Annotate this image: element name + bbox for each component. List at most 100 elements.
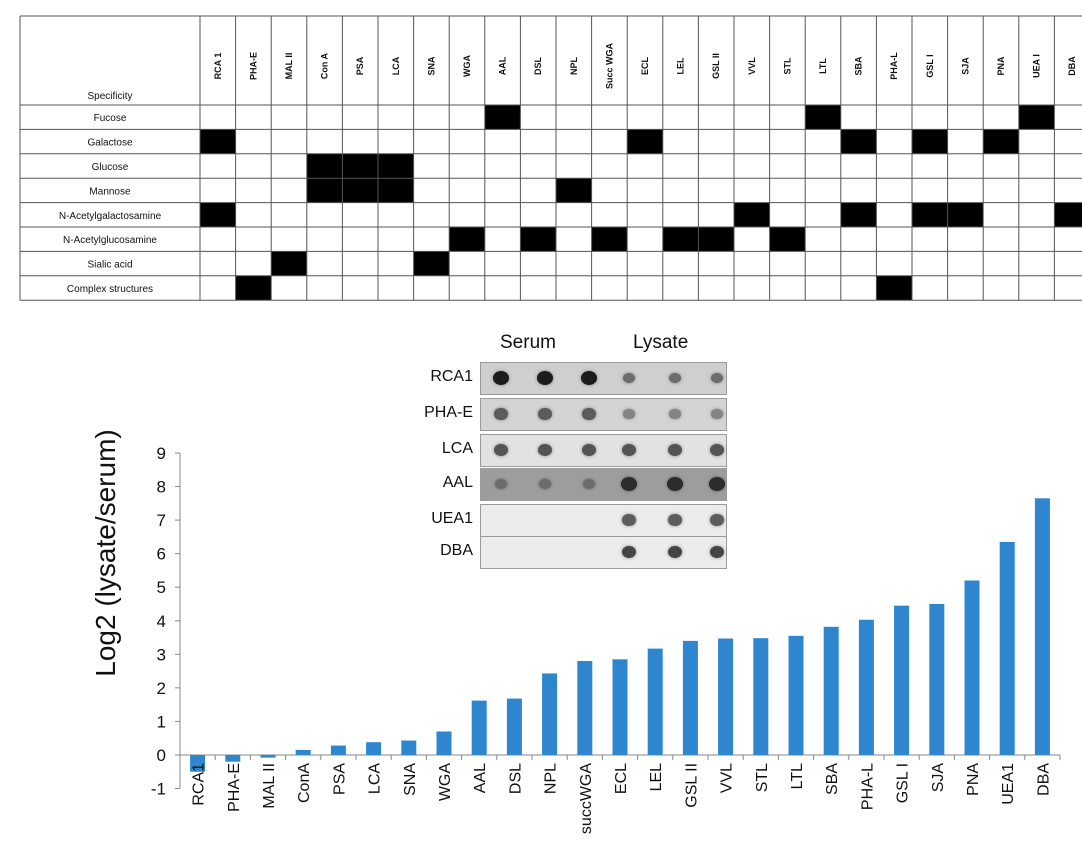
lectin-blot-inset: Serum Lysate RCA1 PHA-E LCA AAL UEA1 DBA (395, 328, 740, 569)
blot-dot (710, 372, 724, 384)
blot-dot (622, 372, 636, 384)
blot-row-label: AAL (442, 474, 473, 491)
blot-dot (667, 477, 683, 491)
specificity-row-label: N-Acetylglucosamine (63, 235, 157, 246)
blot-strip (480, 434, 727, 467)
lectin-column-header: NPL (569, 56, 579, 75)
x-category-label: SNA (402, 763, 419, 796)
blot-dot (667, 545, 683, 559)
specificity-row-label: Galactose (87, 138, 132, 149)
blot-dot (710, 514, 724, 526)
lectin-column-header: LTL (818, 58, 828, 74)
specificity-cell-filled (805, 105, 841, 130)
bar (471, 700, 487, 755)
x-category-label: DSL (507, 763, 524, 794)
x-category-label: succWGA (578, 763, 595, 834)
bar (577, 661, 593, 755)
specificity-row-label: Complex structures (67, 284, 153, 295)
x-category-label: AAL (472, 763, 489, 793)
bar (260, 754, 276, 758)
bar (823, 626, 839, 755)
lectin-column-header: PHA-L (889, 52, 899, 80)
blot-dot (669, 409, 681, 419)
serum-header: Serum (500, 332, 556, 353)
x-category-label: UEA1 (1000, 763, 1017, 805)
blot-row-label: DBA (440, 542, 473, 559)
lectin-column-header: GSL I (925, 54, 935, 77)
lectin-column-header: SBA (854, 56, 864, 76)
lectin-column-header: PHA-E (248, 52, 258, 80)
blot-dot (494, 444, 508, 456)
blot-strip (480, 362, 727, 395)
y-tick-label: 9 (157, 444, 166, 463)
lectin-column-header: WGA (462, 55, 472, 77)
specificity-cell-filled (912, 202, 948, 227)
x-category-label: PHA-L (859, 763, 876, 810)
y-tick-label: 0 (157, 746, 166, 765)
bar (612, 659, 628, 755)
specificity-cell-filled (876, 275, 912, 301)
specificity-cell-filled (200, 129, 236, 154)
lectin-column-header: UEA I (1032, 54, 1042, 78)
specificity-cell-filled (378, 153, 414, 179)
specificity-cell-filled (342, 153, 378, 179)
specificity-cell-filled (484, 105, 521, 130)
y-tick-label: 7 (157, 511, 166, 530)
blot-dot (536, 371, 554, 386)
x-category-label: DBA (1035, 763, 1052, 796)
blot-dot (621, 545, 637, 559)
specificity-table: Specificity RCA 1 PHA-E MAL II Con A PSA LCA SN… (19, 15, 1082, 301)
table-grid (19, 15, 1082, 301)
blot-dot (492, 371, 510, 386)
x-category-label: ConA (296, 763, 313, 803)
blot-dot (580, 371, 598, 386)
specificity-cell-filled (556, 178, 592, 203)
bar (506, 698, 522, 755)
specificity-corner-label: Specificity (87, 91, 132, 102)
lectin-column-header: AAL (498, 56, 508, 75)
x-category-label: LCA (367, 763, 384, 794)
x-category-label: LTL (789, 763, 806, 789)
x-category-label: GSL II (683, 763, 700, 808)
specificity-cell-filled (840, 202, 877, 227)
lectin-column-header: DSL (533, 56, 543, 75)
lectin-column-header: Con A (320, 52, 330, 79)
bar (366, 742, 382, 755)
blot-strip (480, 468, 727, 501)
bar (964, 580, 980, 755)
specificity-cell-filled (306, 178, 343, 203)
x-category-label: MAL II (261, 763, 278, 809)
lectin-column-header: MAL II (284, 53, 294, 80)
blot-dot (582, 408, 596, 420)
blot-dot (623, 409, 635, 419)
specificity-row-label: Glucose (92, 162, 129, 173)
x-category-label: STL (754, 763, 771, 792)
y-tick-label: -1 (151, 780, 166, 799)
bar (225, 754, 241, 762)
blot-dot (709, 545, 725, 559)
bar (894, 605, 910, 755)
specificity-cell-filled (983, 129, 1019, 154)
specificity-cell-filled (271, 251, 307, 276)
y-tick-label: 3 (157, 645, 166, 664)
blot-dot (582, 444, 596, 456)
lectin-column-header: SJA (960, 57, 970, 75)
bar (718, 638, 734, 755)
specificity-cell-filled (698, 227, 734, 252)
lectin-column-header: SNA (426, 56, 436, 76)
bar (647, 648, 663, 755)
blot-strip (480, 398, 727, 431)
y-tick-label: 8 (157, 478, 166, 497)
blot-dot (622, 444, 636, 456)
bar (1034, 498, 1050, 755)
blot-row-label: RCA1 (430, 368, 473, 385)
specificity-cell-filled (520, 227, 556, 252)
bar (858, 619, 874, 755)
y-tick-label: 5 (157, 578, 166, 597)
bar (999, 541, 1015, 755)
specificity-cell-filled (1018, 105, 1055, 130)
lectin-column-header: ECL (640, 56, 650, 75)
specificity-row-label: Mannose (89, 186, 131, 197)
blot-dot (494, 408, 508, 420)
bar (753, 638, 769, 755)
